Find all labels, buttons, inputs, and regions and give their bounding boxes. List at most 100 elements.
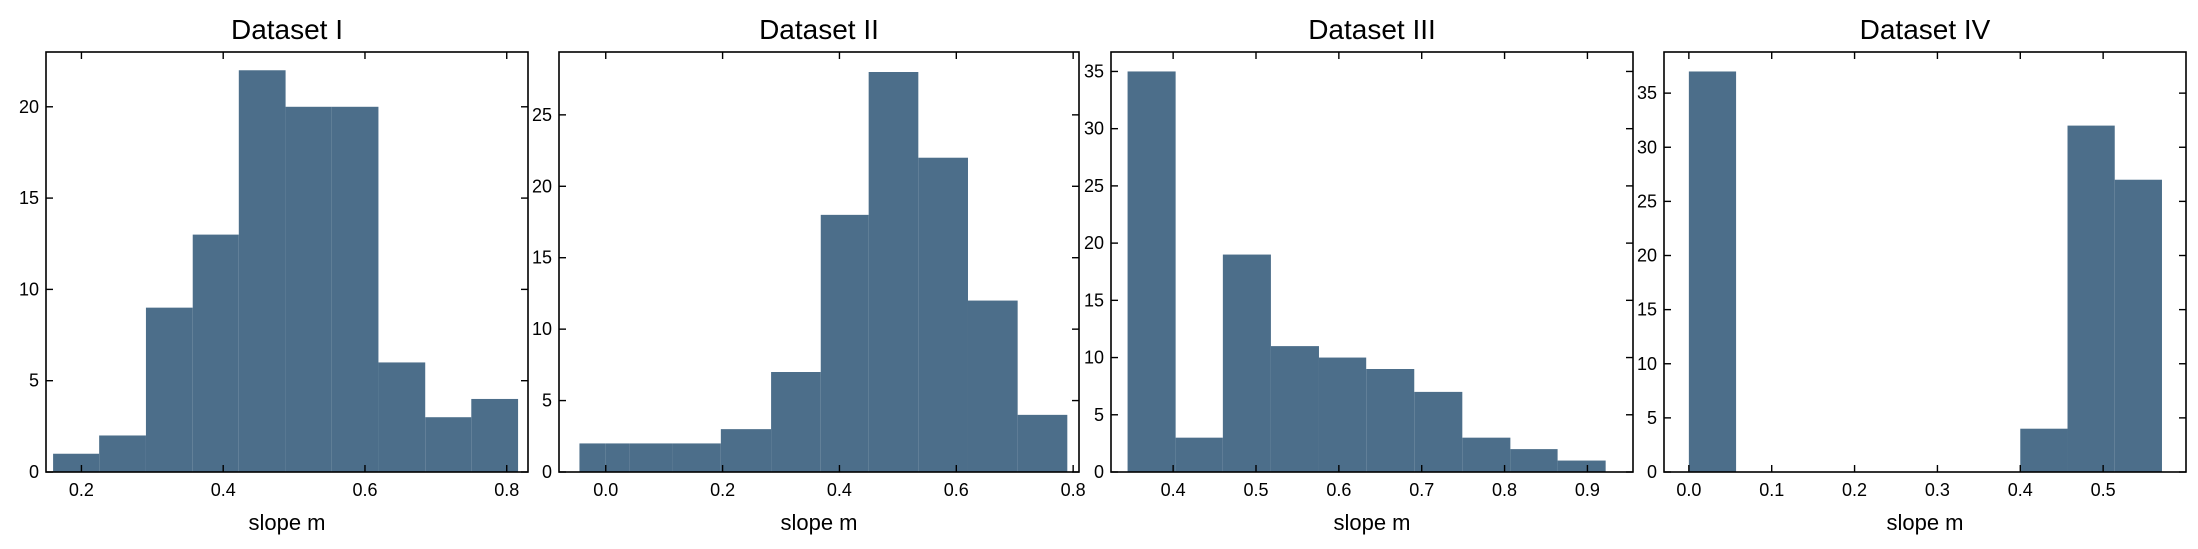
histogram-bar xyxy=(53,453,100,472)
bars-group xyxy=(53,70,519,473)
y-tick-label: 15 xyxy=(1637,300,1657,320)
x-tick-label: 0.3 xyxy=(1925,480,1950,500)
x-ticks: 0.0 0.2 0.4 0.6 0.8 xyxy=(593,52,1086,500)
chart-title: Dataset IV xyxy=(1860,14,1991,45)
x-axis-label: slope m xyxy=(1333,510,1410,535)
y-tick-label: 25 xyxy=(532,105,552,125)
chart-title: Dataset I xyxy=(231,14,343,45)
y-tick-label: 25 xyxy=(1637,191,1657,211)
y-tick-label: 0 xyxy=(1647,462,1657,482)
x-tick-label: 0.9 xyxy=(1575,480,1600,500)
histogram-bar xyxy=(1017,414,1068,472)
y-tick-label: 35 xyxy=(1637,83,1657,103)
x-tick-label: 0.4 xyxy=(1161,480,1186,500)
y-tick-label: 20 xyxy=(1637,246,1657,266)
y-tick-label: 10 xyxy=(1637,354,1657,374)
panel-dataset-2: 0.0 0.2 0.4 0.6 0.8 0 5 10 15 20 25 Dataset II sl… xyxy=(532,14,1086,535)
x-axis-label: slope m xyxy=(248,510,325,535)
chart-title: Dataset III xyxy=(1308,14,1436,45)
y-tick-label: 20 xyxy=(1084,233,1104,253)
bars-group xyxy=(1127,71,1606,472)
histogram-bar xyxy=(1510,449,1558,472)
y-tick-label: 5 xyxy=(1647,408,1657,428)
x-tick-label: 0.8 xyxy=(1492,480,1517,500)
x-axis-label: slope m xyxy=(780,510,857,535)
histogram-bar xyxy=(425,417,472,472)
y-tick-label: 15 xyxy=(532,248,552,268)
x-tick-label: 0.4 xyxy=(2008,480,2033,500)
x-tick-label: 0.2 xyxy=(710,480,735,500)
x-tick-label: 0.6 xyxy=(1326,480,1351,500)
histogram-bar xyxy=(629,443,673,472)
histogram-bar xyxy=(1414,391,1463,472)
histogram-bar xyxy=(238,70,286,473)
histogram-bar xyxy=(771,372,821,472)
histogram-bar xyxy=(1366,369,1415,472)
histogram-bar xyxy=(2114,179,2162,472)
histogram-bar xyxy=(1175,437,1223,472)
histogram-bar xyxy=(145,307,193,472)
y-ticks: 0 5 10 15 20 xyxy=(19,97,528,482)
histogram-bar xyxy=(820,214,869,472)
x-tick-label: 0.1 xyxy=(1759,480,1784,500)
panel-dataset-4: 0.0 0.1 0.2 0.3 0.4 0.5 0 5 10 15 20 25 30 35 Datase… xyxy=(1637,14,2187,535)
axes-frame xyxy=(45,51,529,473)
histogram-bar xyxy=(378,362,426,472)
axes-frame xyxy=(558,51,1080,473)
panel-dataset-1: 0.2 0.4 0.6 0.8 0 5 10 15 20 Dataset I slope m xyxy=(19,14,529,535)
y-tick-label: 25 xyxy=(1084,176,1104,196)
histogram-bar xyxy=(331,106,379,473)
histogram-bar xyxy=(1270,346,1319,472)
x-ticks: 0.2 0.4 0.6 0.8 xyxy=(69,52,519,500)
panel-dataset-3: 0.4 0.5 0.6 0.7 0.8 0.9 0 5 10 15 20 25 30 35 Datase… xyxy=(1084,14,1634,535)
x-tick-label: 0.4 xyxy=(827,480,852,500)
chart-title: Dataset II xyxy=(759,14,879,45)
x-tick-label: 0.4 xyxy=(211,480,236,500)
axes-frame xyxy=(1663,51,2187,473)
y-tick-label: 10 xyxy=(532,319,552,339)
x-tick-label: 0.6 xyxy=(352,480,377,500)
y-tick-label: 0 xyxy=(542,462,552,482)
x-ticks: 0.0 0.1 0.2 0.3 0.4 0.5 xyxy=(1676,52,2116,500)
histogram-bar xyxy=(285,106,332,473)
histogram-bar xyxy=(192,234,239,472)
histogram-bar xyxy=(605,443,630,472)
y-tick-label: 30 xyxy=(1084,119,1104,139)
histogram-bar xyxy=(1557,460,1606,472)
bars-group xyxy=(579,72,1068,472)
y-tick-label: 0 xyxy=(29,462,39,482)
histogram-bar xyxy=(2020,428,2068,472)
x-axis-label: slope m xyxy=(1886,510,1963,535)
y-tick-label: 30 xyxy=(1637,137,1657,157)
y-tick-label: 10 xyxy=(19,279,39,299)
y-ticks: 0 5 10 15 20 25 30 35 xyxy=(1637,83,2186,482)
histogram-bar xyxy=(672,443,721,472)
x-tick-label: 0.5 xyxy=(1243,480,1268,500)
histogram-bar xyxy=(1318,357,1367,472)
x-tick-label: 0.6 xyxy=(944,480,969,500)
x-tick-label: 0.7 xyxy=(1409,480,1434,500)
histogram-bar xyxy=(471,398,519,472)
y-ticks: 0 5 10 15 20 25 xyxy=(532,105,1079,482)
x-tick-label: 0.8 xyxy=(494,480,519,500)
histogram-bar xyxy=(1127,71,1176,472)
bars-group xyxy=(1688,71,2162,473)
histogram-bar xyxy=(918,157,968,472)
y-tick-label: 20 xyxy=(532,176,552,196)
x-tick-label: 0.5 xyxy=(2091,480,2116,500)
histogram-bar xyxy=(99,435,146,472)
x-tick-label: 0.2 xyxy=(69,480,94,500)
histogram-bar xyxy=(1462,437,1511,472)
x-tick-label: 0.8 xyxy=(1061,480,1086,500)
y-tick-label: 10 xyxy=(1084,348,1104,368)
histogram-bar xyxy=(2067,125,2115,472)
y-tick-label: 35 xyxy=(1084,61,1104,81)
x-ticks: 0.4 0.5 0.6 0.7 0.8 0.9 xyxy=(1161,52,1600,500)
y-tick-label: 5 xyxy=(29,371,39,391)
histogram-bar xyxy=(868,72,919,472)
y-tick-label: 20 xyxy=(19,97,39,117)
histogram-bar xyxy=(967,300,1018,472)
histogram-bar xyxy=(1688,71,1737,473)
x-tick-label: 0.0 xyxy=(593,480,618,500)
